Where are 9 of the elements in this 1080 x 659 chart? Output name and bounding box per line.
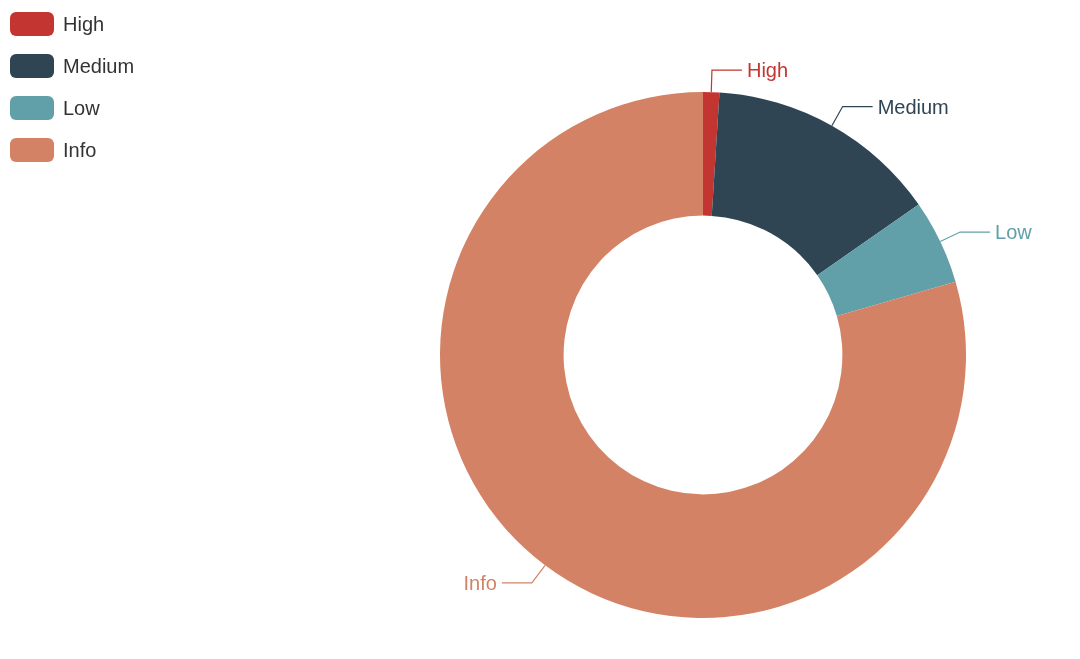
slice-label: High [746, 59, 789, 82]
legend-label: Info [63, 139, 97, 161]
slice-label: Low [995, 221, 1033, 244]
legend-label: High [63, 13, 105, 35]
legend-label: Low [63, 97, 101, 119]
slice-label: Medium [877, 95, 949, 118]
donut-slice [440, 92, 966, 618]
slice-label: Info [463, 571, 497, 594]
legend-label: Medium [63, 55, 135, 77]
